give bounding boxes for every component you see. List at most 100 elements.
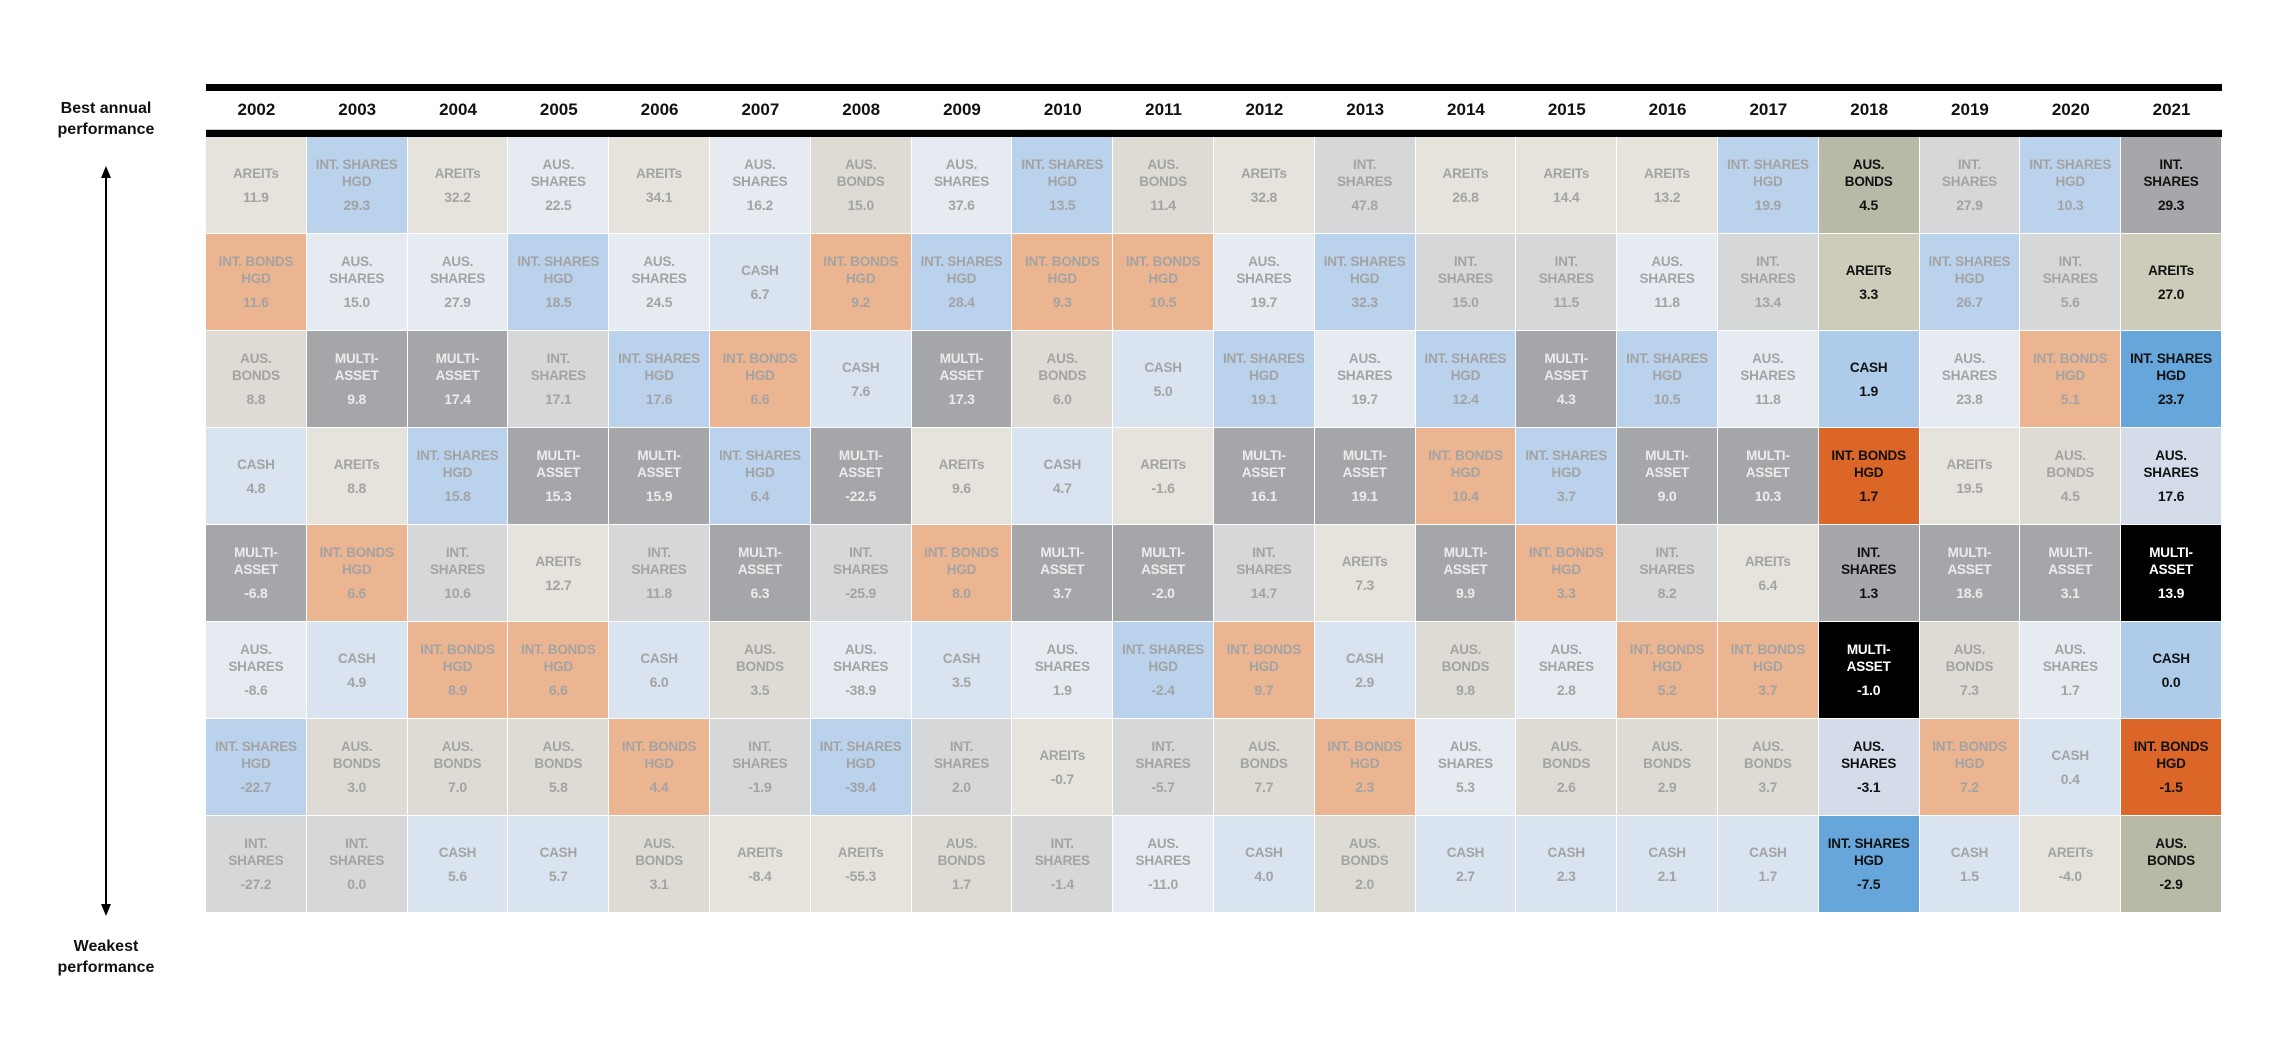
asset-label: AUS. SHARES [1437,739,1493,771]
asset-label: INT. SHARES HGD [1323,254,1406,286]
return-value: 2.9 [1355,673,1375,690]
return-value: 10.5 [1653,391,1681,407]
asset-cell: INT. SHARES -5.7 [1113,719,1213,815]
asset-label: CASH [1547,844,1586,860]
asset-cell: INT. SHARES HGD 10.3 [2020,137,2121,233]
asset-cell: INT. BONDS HGD 2.3 [1314,719,1415,815]
asset-label: CASH [1849,359,1888,375]
year-header-2015: 2015 [1547,100,1586,119]
asset-cell: MULTI- ASSET 13.9 [2121,525,2221,621]
return-value: -2.9 [2159,876,2183,892]
asset-label: INT. BONDS HGD [722,351,798,383]
top-rule [206,84,2222,91]
asset-cell: INT. SHARES HGD 23.7 [2121,331,2221,427]
asset-cell: INT. SHARES HGD 19.1 [1213,331,1314,427]
return-value: 11.8 [646,585,672,601]
return-value: 5.3 [1456,779,1475,795]
return-value: -22.5 [845,488,877,504]
return-value: 15.0 [847,197,874,213]
asset-label: INT. SHARES [732,739,788,771]
asset-cell: MULTI- ASSET 9.0 [1617,428,1717,524]
return-value: 19.5 [1956,479,1983,496]
asset-cell: AREITs 11.9 [206,137,306,233]
asset-label: AUS. BONDS [1038,351,1087,383]
asset-cell: AUS. BONDS 5.8 [508,719,609,815]
asset-cell: MULTI- ASSET 19.1 [1314,428,1415,524]
asset-cell: INT. BONDS HGD 5.2 [1617,622,1717,718]
asset-cell: INT. BONDS HGD 9.7 [1213,622,1314,718]
return-value: 12.7 [545,576,572,593]
asset-cell: INT. SHARES 47.8 [1314,137,1415,233]
asset-label: CASH [1043,456,1082,472]
asset-label: INT. SHARES HGD [2130,351,2212,383]
return-value: -6.8 [244,585,268,601]
asset-label: INT. BONDS HGD [1730,642,1806,674]
year-column-2004: AREITs 32.2 AUS. SHARES 27.9 MULTI- ASSET 17.… [407,137,509,913]
asset-cell: AREITs 32.2 [407,137,508,233]
return-value: 3.3 [1556,585,1576,601]
asset-cell: AUS. BONDS 3.0 [306,719,407,815]
year-header-2019: 2019 [1951,100,1989,119]
asset-cell: AUS. SHARES 16.2 [709,137,810,233]
asset-cell: INT. SHARES HGD -39.4 [810,719,911,815]
year-header-2016: 2016 [1648,100,1687,119]
asset-label: MULTI- ASSET [1745,448,1790,480]
asset-label: INT. SHARES HGD [1827,836,1910,868]
return-value: -3.1 [1856,779,1881,795]
asset-cell: INT. BONDS HGD 9.3 [1012,234,1113,330]
return-value: 3.5 [750,682,770,698]
return-value: 4.5 [1859,197,1879,213]
asset-cell: AUS. SHARES 5.3 [1415,719,1516,815]
asset-cell: INT. BONDS HGD 1.7 [1818,428,1919,524]
asset-cell: AREITs 8.8 [306,428,407,524]
return-value: 0.0 [347,876,367,892]
return-value: 32.8 [1250,188,1278,205]
asset-label: AUS. BONDS [232,351,280,383]
asset-label: CASH [1245,844,1283,860]
asset-label: INT. BONDS HGD [1226,642,1302,674]
asset-label: INT. BONDS HGD [319,545,394,577]
return-value: 9.6 [952,479,971,496]
asset-cell: AUS. SHARES 15.0 [306,234,407,330]
return-value: 23.7 [2157,391,2185,407]
asset-label: INT. SHARES [2042,254,2098,286]
year-column-2019: INT. SHARES 27.9 INT. SHARES HGD 26.7 AUS. S… [1919,137,2021,913]
return-value: 14.7 [1250,585,1278,601]
asset-cell: AUS. BONDS 4.5 [2020,428,2121,524]
asset-label: INT. SHARES HGD [920,254,1003,286]
asset-cell: INT. SHARES HGD 26.7 [1919,234,2020,330]
asset-label: INT. BONDS HGD [1932,739,2007,771]
asset-label: INT. SHARES HGD [1021,157,1104,189]
return-value: 1.3 [1859,585,1879,601]
return-value: 19.7 [1351,391,1378,407]
asset-label: AUS. SHARES [833,642,889,674]
asset-cell: INT. SHARES 29.3 [2121,137,2221,233]
asset-cell: CASH 4.8 [206,428,306,524]
return-value: 10.3 [2057,197,2084,213]
asset-label: CASH [539,844,578,860]
asset-label: AREITs [2148,262,2194,278]
return-value: 19.9 [1754,197,1782,213]
asset-cell: INT. SHARES HGD 12.4 [1415,331,1516,427]
return-value: 17.6 [645,391,673,407]
return-value: -1.4 [1050,876,1075,892]
asset-cell: MULTI- ASSET 4.3 [1516,331,1617,427]
asset-cell: AUS. SHARES -3.1 [1818,719,1919,815]
return-value: 15.0 [343,294,370,310]
asset-cell: INT. BONDS HGD 11.6 [206,234,306,330]
asset-label: AREITs [736,844,783,860]
weakest-performance-label: Weakest performance [57,938,155,976]
asset-cell: MULTI- ASSET 16.1 [1213,428,1314,524]
asset-cell: AUS. SHARES 19.7 [1314,331,1415,427]
asset-cell: AUS. SHARES 23.8 [1919,331,2020,427]
return-value: 8.0 [952,585,971,601]
asset-cell: AUS. SHARES -11.0 [1113,816,1213,912]
return-value: 13.2 [1653,188,1681,205]
asset-label: AUS. BONDS [635,836,683,868]
asset-label: CASH [1648,844,1686,860]
asset-cell: AREITs -4.0 [2020,816,2121,912]
asset-cell: AUS. BONDS 3.5 [709,622,810,718]
asset-cell: INT. SHARES -25.9 [810,525,911,621]
asset-label: AREITs [1240,165,1287,181]
asset-cell: INT. SHARES HGD -2.4 [1113,622,1213,718]
